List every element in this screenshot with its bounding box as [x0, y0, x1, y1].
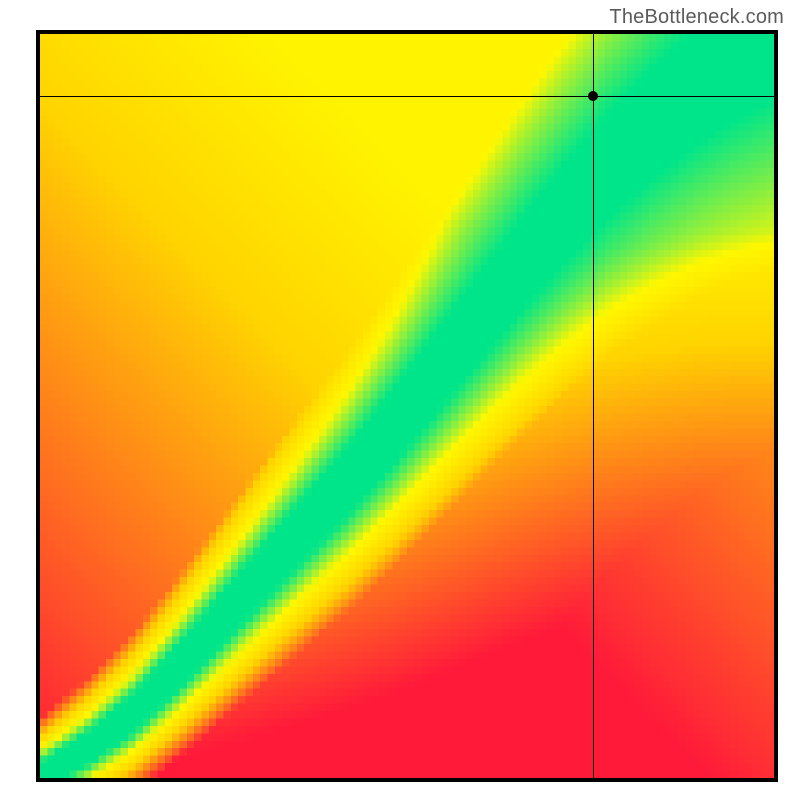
watermark: TheBottleneck.com	[609, 6, 784, 29]
crosshair-vertical	[593, 34, 594, 778]
crosshair-horizontal	[40, 96, 774, 97]
heatmap-canvas	[40, 34, 774, 778]
marker-point	[588, 91, 598, 101]
chart-container: TheBottleneck.com	[0, 0, 800, 800]
